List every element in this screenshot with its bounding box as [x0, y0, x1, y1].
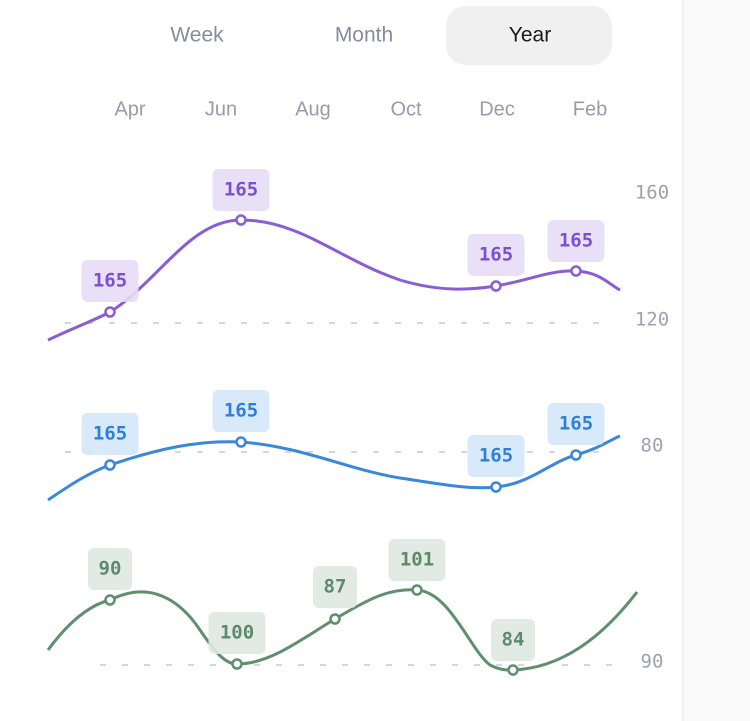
month-label: Jun — [205, 98, 237, 120]
line — [47, 218, 621, 342]
month-label: Aug — [295, 98, 331, 120]
point — [411, 584, 423, 596]
point-label: 165 — [479, 244, 513, 266]
axis-label: 90 — [641, 651, 664, 673]
point — [507, 664, 519, 676]
point — [570, 265, 582, 277]
point-label-bg — [467, 234, 525, 276]
point-label-bg — [491, 619, 535, 661]
tab[interactable]: Week — [170, 24, 224, 47]
point-label: 84 — [502, 629, 525, 651]
point-label: 165 — [224, 179, 258, 201]
point-label: 90 — [99, 558, 122, 580]
month-label: Dec — [479, 98, 515, 120]
point-label-bg — [547, 220, 605, 262]
point-label-bg — [208, 612, 266, 654]
point-label-bg — [547, 403, 605, 445]
point — [104, 459, 116, 471]
point-label-bg — [212, 169, 270, 211]
tab[interactable]: Year — [509, 24, 551, 47]
point-label: 87 — [324, 576, 347, 598]
point-label: 165 — [559, 230, 593, 252]
tab[interactable]: Month — [335, 24, 393, 47]
axis-label: 80 — [641, 435, 664, 457]
point — [104, 306, 116, 318]
card-edge — [683, 0, 750, 721]
point-label: 165 — [479, 445, 513, 467]
point-label-bg — [81, 413, 139, 455]
point-label: 101 — [400, 549, 434, 571]
point-label: 165 — [93, 423, 127, 445]
axis-label: 120 — [635, 309, 669, 331]
point — [570, 449, 582, 461]
point-label: 165 — [559, 413, 593, 435]
point — [329, 613, 341, 625]
point-label-bg — [81, 260, 139, 302]
point — [490, 481, 502, 493]
point-label-bg — [212, 390, 270, 432]
month-label: Feb — [573, 98, 607, 120]
point-label-bg — [388, 539, 446, 581]
point-label: 100 — [220, 622, 254, 644]
point-label: 165 — [93, 270, 127, 292]
month-label: Oct — [390, 98, 422, 120]
point-label-bg — [88, 548, 132, 590]
point — [235, 436, 247, 448]
month-label: Apr — [114, 98, 145, 120]
point — [104, 594, 116, 606]
point-label-bg — [467, 435, 525, 477]
point-label: 165 — [224, 400, 258, 422]
tab-selected-bg[interactable] — [446, 6, 612, 65]
point-label-bg — [313, 566, 357, 608]
point — [235, 214, 247, 226]
point — [490, 280, 502, 292]
point — [231, 658, 243, 670]
axis-label: 160 — [635, 182, 669, 204]
